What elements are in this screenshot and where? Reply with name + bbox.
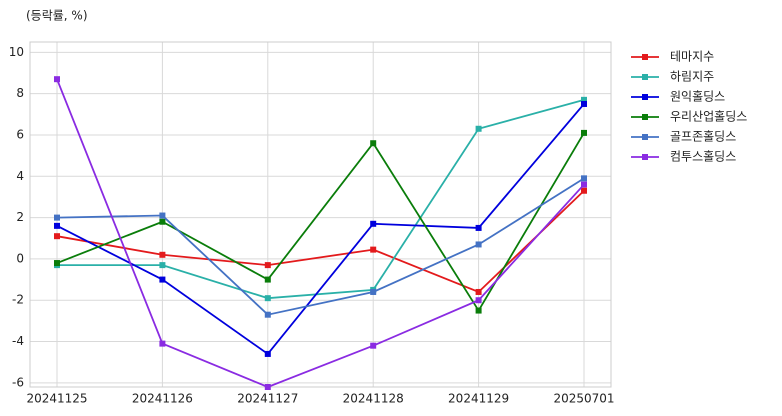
y-tick-label: -6 bbox=[12, 375, 24, 389]
point bbox=[370, 220, 377, 227]
point bbox=[370, 140, 377, 147]
point bbox=[159, 262, 166, 269]
legend-label: 컴투스홀딩스 bbox=[670, 150, 736, 164]
point bbox=[370, 342, 377, 349]
legend-label: 우리산업홀딩스 bbox=[670, 110, 747, 124]
series-line bbox=[56, 177, 585, 316]
point bbox=[159, 212, 166, 219]
series-line bbox=[56, 190, 585, 294]
point bbox=[264, 276, 271, 283]
point bbox=[159, 340, 166, 347]
point bbox=[370, 246, 377, 253]
y-tick-label: -2 bbox=[12, 293, 24, 307]
y-tick-label: 2 bbox=[16, 210, 24, 224]
point bbox=[264, 350, 271, 357]
point bbox=[54, 233, 60, 240]
y-tick-label: 10 bbox=[9, 45, 24, 59]
point bbox=[581, 96, 587, 103]
legend-marker bbox=[642, 94, 648, 100]
legend-label: 골프존홀딩스 bbox=[670, 130, 736, 144]
y-tick-label: 6 bbox=[16, 127, 24, 141]
series-line bbox=[57, 98, 585, 300]
point bbox=[264, 262, 271, 269]
chart-subtitle: (등락률, %) bbox=[26, 9, 88, 23]
point bbox=[581, 175, 587, 182]
point bbox=[54, 222, 60, 229]
x-tick-label: 20241129 bbox=[448, 392, 509, 406]
series-line bbox=[56, 78, 585, 388]
x-tick-label: 20241126 bbox=[132, 392, 193, 406]
legend-label: 테마지수 bbox=[670, 50, 714, 64]
legend-label: 하림지주 bbox=[670, 70, 714, 84]
legend-marker bbox=[642, 134, 648, 140]
legend-label: 원익홀딩스 bbox=[670, 90, 725, 104]
point bbox=[475, 125, 482, 132]
point bbox=[581, 187, 587, 194]
point bbox=[475, 288, 482, 295]
plot-frame bbox=[29, 41, 612, 388]
legend-marker bbox=[642, 154, 648, 160]
x-tick-label: 20241127 bbox=[237, 392, 298, 406]
point bbox=[54, 76, 60, 83]
point bbox=[581, 181, 587, 188]
point bbox=[54, 214, 60, 221]
series-line bbox=[56, 132, 585, 313]
legend-marker bbox=[642, 114, 648, 120]
y-tick-label: 8 bbox=[16, 86, 24, 100]
series-line bbox=[56, 103, 585, 356]
y-tick-label: 0 bbox=[16, 251, 24, 265]
point bbox=[475, 241, 482, 248]
point bbox=[159, 251, 166, 258]
point bbox=[264, 295, 271, 302]
legend-marker bbox=[642, 74, 648, 80]
point bbox=[264, 384, 271, 390]
point bbox=[159, 276, 166, 283]
y-tick-label: -4 bbox=[12, 334, 24, 348]
x-tick-label: 20241125 bbox=[26, 392, 87, 406]
point bbox=[370, 288, 377, 295]
point bbox=[581, 100, 587, 107]
legend-marker bbox=[642, 54, 648, 60]
point bbox=[475, 297, 482, 304]
point bbox=[54, 260, 60, 267]
point bbox=[475, 307, 482, 314]
x-tick-label: 20250701 bbox=[553, 392, 614, 406]
point bbox=[581, 129, 587, 136]
point bbox=[264, 311, 271, 318]
y-tick-label: 4 bbox=[16, 169, 24, 183]
point bbox=[159, 218, 166, 225]
point bbox=[475, 224, 482, 231]
x-tick-label: 20241128 bbox=[343, 392, 404, 406]
